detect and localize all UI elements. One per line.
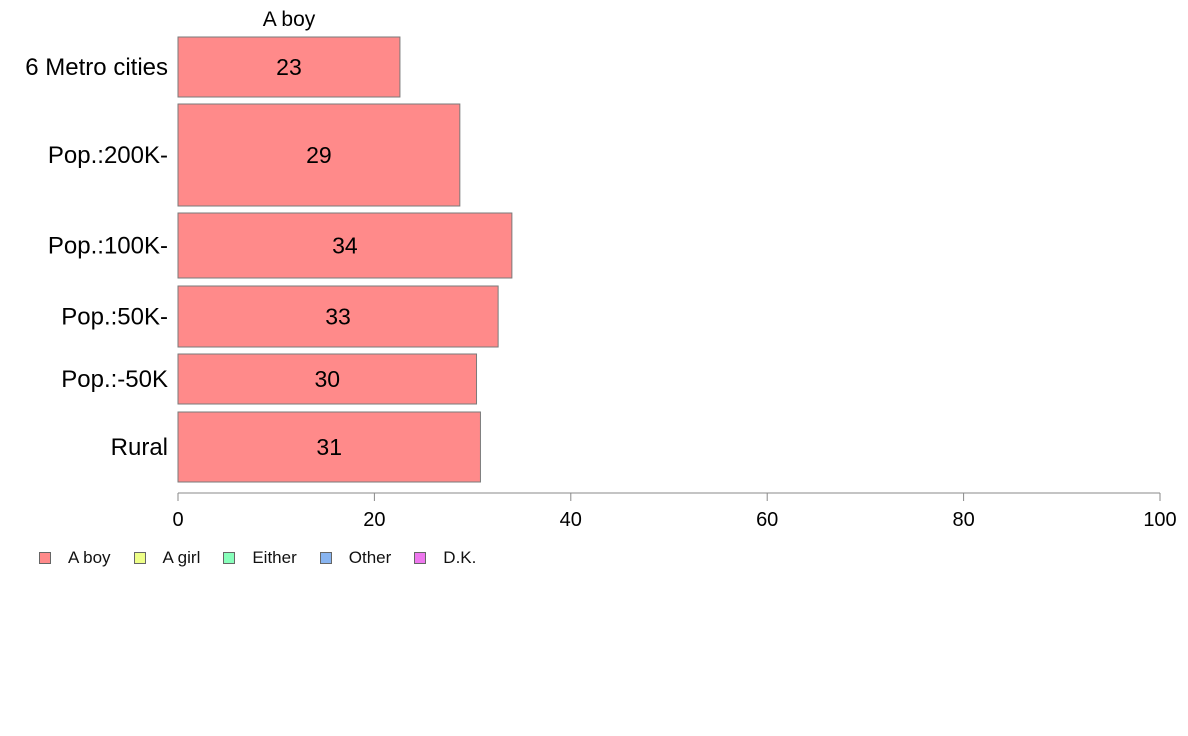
category-label: Pop.:50K-	[61, 304, 168, 331]
legend-item: Either	[223, 548, 297, 568]
legend-label: Either	[252, 548, 297, 567]
x-tick-label: 20	[363, 509, 385, 531]
category-label: Pop.:200K-	[48, 142, 168, 169]
bar	[177, 212, 513, 279]
legend: A boy A girl Either Other D.K.	[39, 546, 499, 570]
bar-value-label: 29	[306, 142, 332, 168]
x-tick-label: 40	[560, 509, 582, 531]
legend-swatch	[39, 552, 51, 564]
legend-label: A girl	[162, 548, 201, 567]
x-tick-label: 60	[756, 509, 778, 531]
bar-value-label: 23	[276, 54, 302, 80]
chart-title: A boy	[263, 8, 316, 31]
x-tick-label: 0	[172, 509, 183, 531]
bar-value-label: 34	[332, 233, 358, 259]
x-tick-label: 80	[952, 509, 974, 531]
x-tick-label: 100	[1143, 509, 1176, 531]
bar	[177, 36, 401, 98]
legend-item: A girl	[133, 548, 201, 568]
category-label: Pop.:-50K	[61, 366, 168, 393]
bar	[177, 353, 478, 405]
legend-label: Other	[348, 548, 392, 567]
category-label: Pop.:100K-	[48, 233, 168, 260]
category-label: Rural	[111, 434, 168, 461]
bar-value-label: 33	[325, 304, 351, 330]
bar-value-label: 31	[316, 434, 342, 460]
legend-swatch	[133, 552, 146, 564]
bar	[177, 411, 481, 483]
bar	[177, 103, 461, 207]
legend-item: A boy	[39, 548, 111, 568]
category-label: 6 Metro cities	[25, 54, 168, 81]
legend-swatch	[319, 552, 332, 564]
bar-value-label: 30	[314, 366, 340, 392]
legend-item: Other	[319, 548, 392, 568]
bars-group	[177, 36, 513, 483]
bar	[177, 285, 499, 348]
category-labels: 6 Metro cities Pop.:200K- Pop.:100K- Pop.:5…	[25, 54, 168, 461]
x-axis: 0 20 40 60 80 100	[172, 492, 1177, 531]
legend-label: D.K.	[443, 548, 477, 567]
legend-item: D.K.	[414, 548, 476, 568]
legend-label: A boy	[68, 548, 111, 567]
legend-swatch	[414, 552, 427, 564]
value-labels: 23 29 34 33 30 31	[276, 54, 358, 460]
legend-swatch	[223, 552, 236, 564]
